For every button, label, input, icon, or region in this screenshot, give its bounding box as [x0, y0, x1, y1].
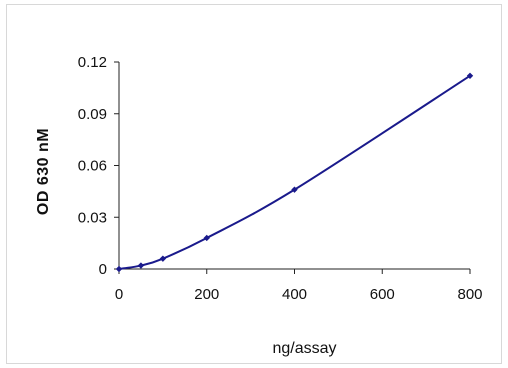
series-group: [115, 72, 474, 273]
chart-frame: [6, 4, 502, 364]
x-tick-label: 400: [282, 286, 307, 303]
x-axis-label: ng/assay: [272, 340, 336, 357]
y-tick-label: 0.12: [78, 54, 107, 71]
y-tick-label: 0: [99, 261, 107, 278]
x-tick-label: 0: [115, 286, 123, 303]
x-tick-label: 200: [194, 286, 219, 303]
y-tick-label: 0.09: [78, 106, 107, 123]
x-tick-label: 600: [370, 286, 395, 303]
data-point-marker: [466, 72, 474, 79]
y-axis-label: OD 630 nM: [35, 128, 52, 215]
series-line: [118, 74, 471, 270]
data-point-marker: [115, 265, 123, 273]
tick-labels: 0 0.03 0.06 0.09 0.12 0 200 400 600 800: [78, 54, 483, 303]
x-tick-label: 800: [457, 286, 482, 303]
data-point-marker: [291, 186, 298, 193]
axes: [114, 61, 471, 274]
y-tick-label: 0.06: [78, 158, 107, 175]
data-point-marker: [203, 234, 210, 242]
data-point-marker: [159, 255, 167, 262]
data-point-marker: [137, 262, 145, 269]
y-tick-label: 0.03: [78, 209, 107, 226]
